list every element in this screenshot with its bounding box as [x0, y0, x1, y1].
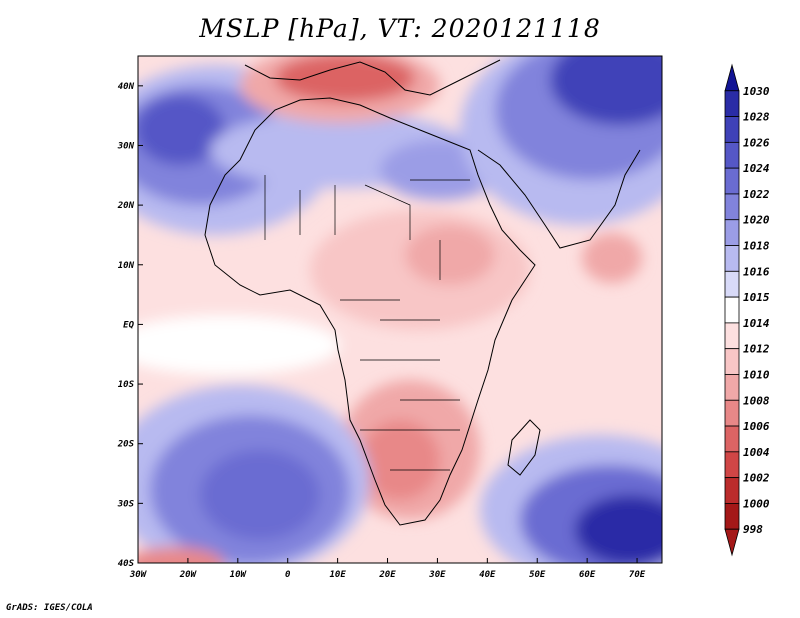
colorbar-segment — [724, 374, 740, 401]
lat-label: EQ — [123, 320, 134, 330]
colorbar-segment — [724, 296, 740, 324]
europe-coastline — [244, 59, 501, 96]
med-low-core — [275, 56, 415, 102]
colorbar-segment — [724, 141, 740, 169]
colorbar-label: 1004 — [743, 446, 770, 459]
lon-label: 30W — [129, 570, 148, 580]
colorbar-label: 1008 — [743, 394, 770, 407]
colorbar: 1030 1028 1026 1024 1022 1020 1018 1016 1015 1014… — [724, 63, 770, 557]
colorbar-segment — [724, 451, 740, 479]
lon-label: 30E — [428, 570, 446, 580]
lat-label: 20S — [117, 440, 135, 450]
lat-label: 10N — [118, 261, 135, 271]
colorbar-label: 1014 — [743, 317, 770, 330]
colorbar-segment — [724, 425, 740, 453]
africa-coastline — [204, 97, 536, 526]
colorbar-label: 1024 — [743, 162, 770, 175]
lat-label: 30S — [117, 499, 135, 509]
lon-label: 0 — [285, 570, 291, 580]
colorbar-segment — [724, 116, 740, 143]
lon-label: 20E — [378, 570, 396, 580]
arabia-coastline — [477, 149, 641, 249]
colorbar-segment — [724, 322, 740, 350]
lon-label: 70E — [629, 570, 646, 580]
arabian-sea-low — [582, 233, 642, 283]
ethiopia-low — [405, 225, 495, 285]
lon-label: 60E — [579, 570, 596, 580]
lon-label: 40E — [479, 570, 496, 580]
colorbar-segment — [724, 399, 740, 427]
lon-label: 20W — [179, 570, 198, 580]
colorbar-segment — [724, 90, 740, 117]
plot-frame — [137, 55, 663, 564]
madagascar-coastline — [507, 419, 541, 476]
colorbar-segment — [724, 503, 740, 530]
colorbar-label: 1026 — [743, 136, 770, 149]
colorbar-label: 1016 — [743, 265, 770, 278]
colorbar-label: 1006 — [743, 420, 770, 433]
lat-label: 10S — [118, 380, 135, 390]
lat-label: 30N — [117, 141, 135, 151]
lat-label: 20N — [117, 201, 135, 211]
colorbar-label: 998 — [743, 523, 763, 536]
colorbar-label: 1018 — [743, 240, 770, 253]
colorbar-label: 1020 — [743, 214, 770, 227]
lon-label: 10E — [329, 570, 346, 580]
colorbar-segment — [724, 219, 740, 246]
st-helena-high-core — [200, 450, 320, 540]
colorbar-label: 1000 — [743, 497, 770, 510]
southern-africa-low-core — [360, 420, 440, 500]
lat-label: 40S — [118, 559, 135, 569]
grads-credit: GrADS: IGES/COLA — [6, 603, 93, 613]
latitude-axis: 40N 30N 20N 10N EQ 10S 20S 30S 40S — [117, 82, 143, 569]
colorbar-segment — [724, 167, 740, 195]
sw-corner-low — [138, 547, 225, 563]
colorbar-label: 1022 — [743, 188, 770, 201]
azores-high-core — [138, 95, 225, 165]
map-title: MSLP [hPa], VT: 2020121118 — [199, 14, 601, 43]
asian-high-core — [550, 56, 662, 125]
coastal-band — [138, 315, 340, 375]
mascarene-high-core — [575, 495, 662, 563]
colorbar-segment — [724, 270, 740, 298]
colorbar-label: 1015 — [743, 291, 770, 304]
colorbar-segment — [724, 477, 740, 504]
lon-label: 50E — [529, 570, 546, 580]
colorbar-bottom-arrow — [724, 528, 740, 557]
colorbar-segment — [724, 348, 740, 375]
country-borders — [264, 175, 470, 471]
colorbar-label: 1028 — [743, 111, 770, 124]
lat-label: 40N — [118, 82, 135, 92]
colorbar-label: 1030 — [743, 85, 770, 98]
colorbar-top-arrow — [724, 63, 740, 92]
lon-label: 10W — [230, 570, 248, 580]
colorbar-segment — [724, 245, 740, 272]
colorbar-label: 1010 — [743, 368, 770, 381]
colorbar-label: 1012 — [743, 343, 770, 356]
colorbar-label: 1002 — [743, 472, 770, 485]
colorbar-segment — [724, 193, 740, 221]
pressure-field — [138, 56, 662, 563]
longitude-axis: 30W 20W 10W 0 10E 20E 30E 40E 50E 60E 70E — [129, 558, 646, 580]
